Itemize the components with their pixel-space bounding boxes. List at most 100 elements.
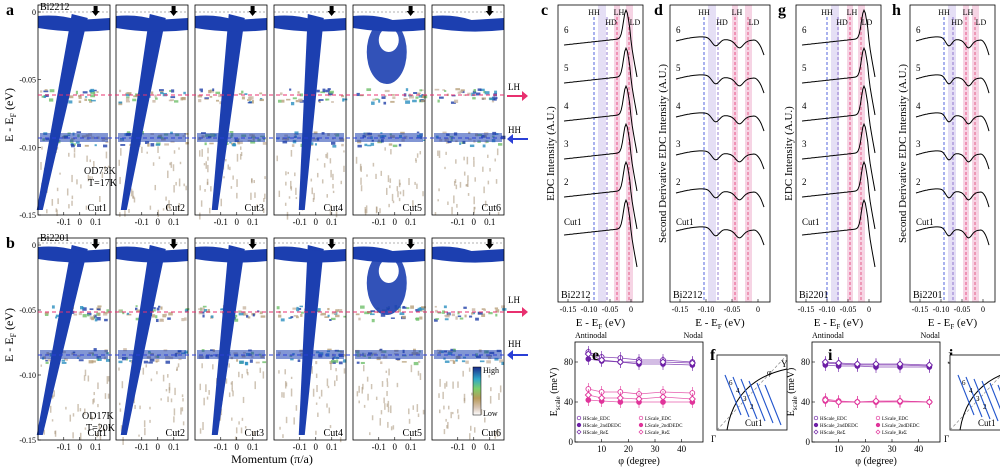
- background-speck: [316, 172, 319, 178]
- background-speck: [320, 389, 323, 397]
- replica-speck: [401, 361, 407, 363]
- replica-speck: [367, 144, 372, 147]
- replica-speck: [247, 99, 251, 101]
- hh-band: [276, 133, 344, 142]
- background-speck: [366, 376, 369, 382]
- ld-line-label: LD: [749, 18, 760, 27]
- replica-speck: [156, 307, 160, 311]
- replica-speck: [87, 312, 92, 316]
- replica-speck: [82, 307, 87, 311]
- background-speck: [236, 153, 239, 162]
- data-point-LScale_ReΣ: [872, 397, 880, 405]
- lh-arrow-a-icon: [507, 91, 528, 101]
- replica-speck: [119, 89, 122, 93]
- replica-speck: [415, 96, 419, 99]
- background-speck: [160, 398, 162, 401]
- curve-label: 2: [564, 177, 569, 187]
- x-tick-label: 0.1: [168, 442, 179, 452]
- replica-speck: [499, 359, 503, 363]
- background-speck: [79, 432, 82, 440]
- background-speck: [454, 179, 457, 184]
- bz-cut-label: Cut1: [978, 418, 996, 428]
- replica-speck: [82, 91, 88, 94]
- replica-speck: [500, 135, 506, 140]
- replica-speck: [43, 90, 49, 93]
- y-tick-label: 0: [569, 437, 574, 447]
- background-speck: [459, 181, 462, 188]
- y-tick-label: 40: [801, 397, 811, 407]
- background-speck: [375, 173, 377, 179]
- replica-speck: [379, 348, 383, 351]
- edc-curve: [563, 8, 638, 78]
- replica-speck: [160, 306, 163, 310]
- background-speck: [264, 176, 266, 180]
- background-speck: [236, 192, 238, 199]
- replica-speck: [135, 305, 138, 307]
- replica-speck: [331, 317, 336, 321]
- replica-speck: [296, 306, 299, 309]
- background-speck: [107, 376, 110, 382]
- data-point-LScale_ReΣ: [598, 394, 606, 402]
- background-speck: [390, 405, 392, 414]
- background-speck: [93, 161, 95, 168]
- background-speck: [179, 161, 182, 165]
- replica-speck: [388, 143, 393, 146]
- hd-shade: [948, 5, 956, 302]
- background-speck: [204, 189, 206, 192]
- hd-shade: [831, 5, 839, 302]
- replica-speck: [89, 308, 94, 311]
- replica-speck: [118, 360, 123, 364]
- replica-speck: [75, 141, 80, 144]
- background-speck: [73, 147, 76, 153]
- background-speck: [76, 179, 78, 185]
- panel-label-i: i: [828, 347, 833, 364]
- bz-cut-number: 3: [743, 395, 747, 403]
- background-speck: [107, 393, 110, 399]
- background-speck: [365, 205, 368, 214]
- background-speck: [335, 368, 337, 372]
- replica-speck: [118, 309, 122, 312]
- x-tick-label: 0.1: [405, 217, 416, 227]
- background-speck: [71, 195, 74, 200]
- background-speck: [121, 381, 124, 389]
- background-speck: [182, 398, 184, 402]
- hh-arrow-b-icon: [507, 350, 528, 360]
- hh-band: [118, 350, 186, 359]
- x-tick-label: 0.1: [326, 217, 337, 227]
- kf-arrow-icon: [327, 239, 336, 249]
- hh-band: [40, 133, 108, 142]
- replica-speck: [125, 93, 130, 97]
- background-speck: [122, 436, 124, 445]
- legend-label: LScale_EDC: [645, 417, 672, 422]
- edc-xlabel: E - EF (eV): [928, 317, 978, 331]
- replica-speck: [443, 305, 447, 309]
- x-tick-label: -0.1: [135, 442, 149, 452]
- background-speck: [334, 380, 336, 387]
- background-speck: [262, 371, 265, 379]
- background-speck: [417, 370, 420, 376]
- replica-speck: [325, 89, 331, 93]
- panel-label-h: h: [892, 2, 901, 19]
- data-point-LScale_ReΣ: [925, 398, 933, 406]
- replica-speck: [244, 361, 248, 366]
- x-tick-label: 0: [393, 442, 398, 452]
- replica-speck: [398, 306, 402, 309]
- replica-speck: [297, 91, 300, 94]
- replica-speck: [154, 97, 158, 100]
- replica-speck: [45, 359, 48, 362]
- replica-speck: [455, 88, 461, 91]
- background-speck: [325, 153, 327, 158]
- background-speck: [87, 174, 90, 182]
- cut-label: Cut2: [166, 428, 185, 439]
- band-dispersion: [36, 245, 88, 435]
- background-speck: [490, 387, 492, 392]
- background-speck: [229, 166, 231, 171]
- replica-speck: [399, 312, 405, 316]
- curve-label: Cut1: [564, 217, 582, 227]
- background-speck: [408, 418, 411, 424]
- background-speck: [452, 381, 454, 389]
- replica-speck: [467, 92, 471, 96]
- replica-speck: [135, 317, 140, 321]
- background-speck: [287, 171, 289, 175]
- legend-marker: [576, 422, 582, 428]
